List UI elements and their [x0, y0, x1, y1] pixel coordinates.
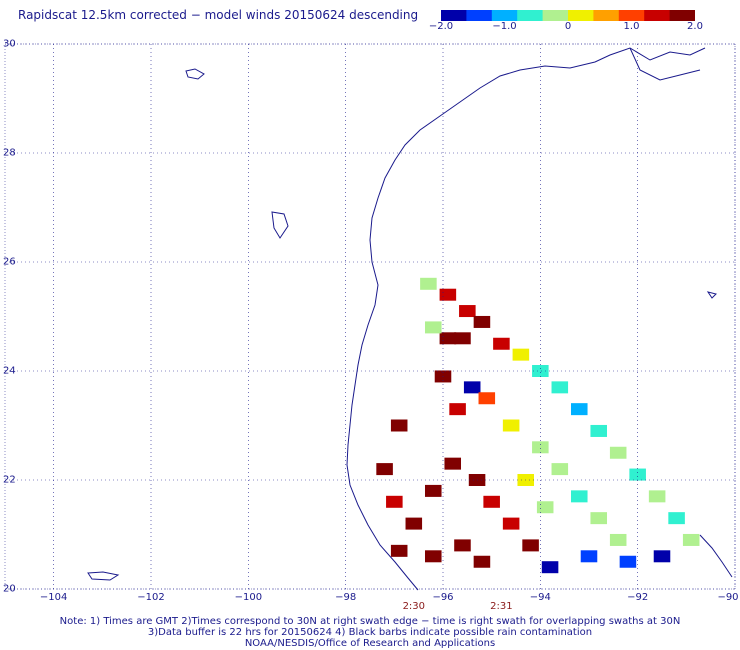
- latitude-label: 22: [3, 474, 16, 486]
- swath-cell: [532, 365, 549, 377]
- swath-cell: [580, 550, 598, 563]
- colorbar: [441, 10, 695, 21]
- colorbar-tick-label: 2.0: [687, 21, 703, 32]
- swath-cell: [682, 533, 700, 546]
- swath-cell: [478, 392, 496, 405]
- swath-cell: [444, 457, 462, 470]
- small-island: [706, 291, 717, 299]
- louisiana-marsh: [629, 47, 701, 81]
- colorbar-segment: [441, 10, 467, 21]
- swath-cell: [483, 495, 500, 508]
- note-line-3: NOAA/NESDIS/Office of Research and Appli…: [244, 638, 496, 649]
- swath-cell: [541, 561, 559, 574]
- map-title: Rapidscat 12.5km corrected − model winds…: [18, 8, 419, 22]
- colorbar-tick-label: 1.0: [623, 21, 640, 32]
- swath-time-label: 2:30: [402, 601, 426, 612]
- longitude-label: −94: [529, 592, 551, 603]
- swath-cell: [536, 501, 554, 514]
- colorbar-segment: [542, 10, 569, 21]
- coastline: [87, 47, 733, 591]
- longitude-label: −102: [137, 592, 165, 603]
- swath-cell: [439, 332, 457, 345]
- longitude-label: −92: [627, 592, 649, 603]
- swath-cells: [376, 277, 700, 574]
- swath-cell: [386, 495, 403, 508]
- graticule: [5, 43, 736, 590]
- colorbar-tick-label: −2.0: [428, 21, 454, 32]
- swath-cell: [551, 463, 569, 476]
- swath-cell: [609, 446, 627, 459]
- swath-cell: [502, 419, 520, 432]
- swath-cell: [473, 315, 491, 328]
- colorbar-segment: [618, 10, 645, 21]
- yucatan-coast: [699, 534, 733, 578]
- longitude-label: −96: [432, 592, 454, 603]
- swath-cell: [424, 550, 442, 563]
- latitude-label: 26: [3, 256, 16, 268]
- swath-cell: [619, 555, 637, 568]
- swath-cell: [522, 539, 539, 552]
- lake-outline-2: [271, 211, 289, 239]
- colorbar-segment: [568, 10, 594, 21]
- swath-cell: [439, 288, 457, 301]
- swath-cell: [463, 381, 481, 394]
- swath-cell: [405, 517, 423, 530]
- note-line-2: 3)Data buffer is 22 hrs for 20150624 4) …: [147, 627, 593, 638]
- swath-cell: [668, 512, 685, 525]
- colorbar-segment: [517, 10, 544, 21]
- swath-cell: [424, 484, 442, 497]
- swath-cell: [473, 555, 491, 568]
- swath-cell: [532, 441, 549, 454]
- swath-cell: [590, 512, 608, 525]
- longitude-label: −98: [335, 592, 357, 603]
- swath-cell: [390, 419, 408, 432]
- swath-cell: [420, 277, 437, 290]
- lake-outline-3: [87, 571, 120, 581]
- swath-cell: [454, 332, 471, 345]
- colorbar-tick-label: −1.0: [492, 21, 517, 32]
- swath-cell: [570, 490, 588, 503]
- swath-cell: [551, 381, 569, 394]
- swath-cell: [449, 403, 466, 416]
- swath-cell: [390, 544, 408, 557]
- lake-outline-1: [185, 68, 205, 80]
- note-line-1: Note: 1) Times are GMT 2)Times correspon…: [59, 616, 681, 627]
- swath-cell: [376, 463, 393, 476]
- swath-cell: [459, 305, 476, 318]
- swath-cell: [653, 550, 671, 563]
- swath-cell: [502, 517, 520, 530]
- colorbar-segment: [644, 10, 671, 21]
- swath-cell: [648, 490, 666, 503]
- longitude-label: −100: [234, 592, 263, 603]
- colorbar-tick-label: 0: [564, 21, 572, 32]
- colorbar-segment: [491, 10, 518, 21]
- latitude-label: 28: [3, 147, 16, 159]
- swath-cell: [512, 348, 530, 361]
- swath-cell: [590, 424, 608, 437]
- map-frame: [4, 43, 736, 590]
- longitude-label: −104: [39, 592, 68, 603]
- swath-cell: [493, 337, 510, 350]
- swath-cell: [629, 468, 646, 481]
- gulf-coastline: [346, 47, 706, 591]
- swath-cell: [424, 321, 442, 334]
- longitude-label: −90: [717, 592, 739, 603]
- swath-cell: [454, 539, 471, 552]
- colorbar-segment: [669, 10, 695, 21]
- swath-time-label: 2:31: [490, 601, 513, 612]
- colorbar-segment: [466, 10, 493, 21]
- latitude-label: 24: [3, 365, 16, 377]
- latitude-label: 30: [3, 38, 16, 50]
- colorbar-segment: [593, 10, 620, 21]
- swath-cell: [570, 403, 588, 416]
- latitude-label: 20: [3, 583, 16, 595]
- swath-cell: [609, 533, 627, 546]
